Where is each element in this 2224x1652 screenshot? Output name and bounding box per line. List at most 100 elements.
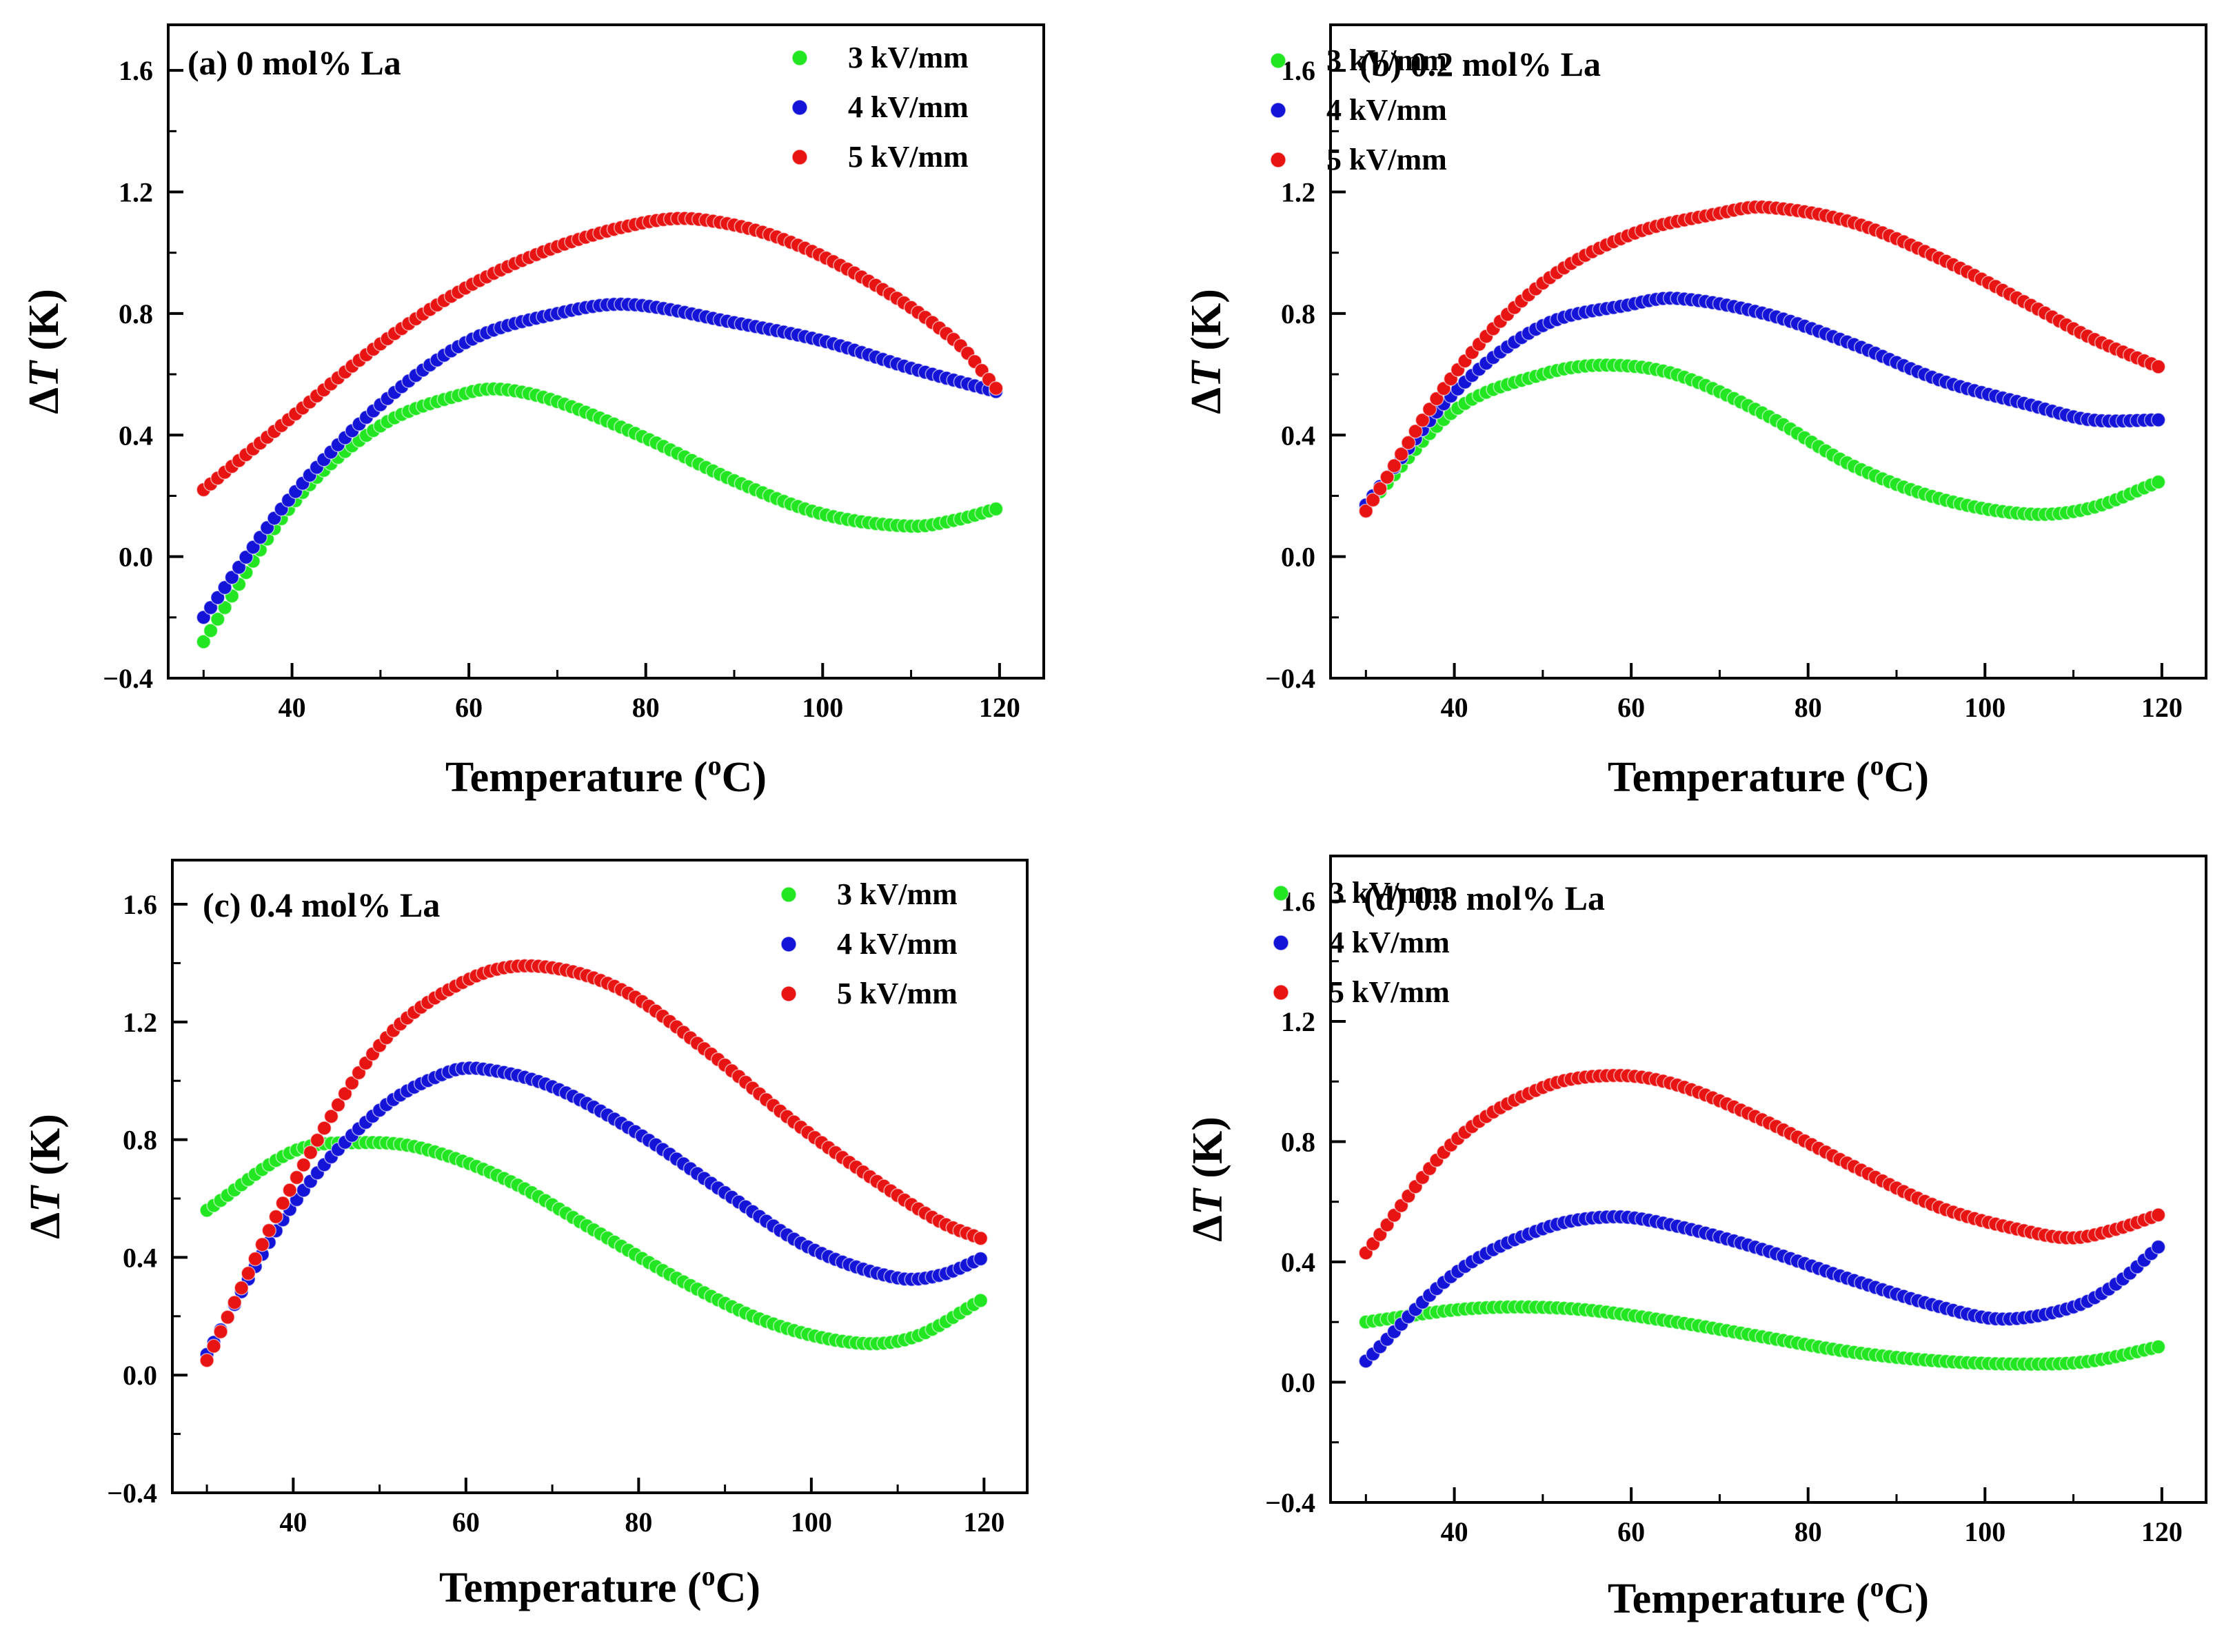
data-point <box>1365 492 1381 508</box>
data-point <box>254 1237 270 1252</box>
x-axis-title: Temperature (oC) <box>445 750 767 801</box>
plot-frame <box>1329 855 2207 1504</box>
data-point <box>282 1183 298 1198</box>
legend-marker <box>1273 885 1289 901</box>
data-point <box>227 1295 243 1310</box>
legend-label: 4 kV/mm <box>1329 926 1450 959</box>
panel-title: (d) 0.8 mol% La <box>1364 879 1605 917</box>
plot-frame <box>171 859 1029 1494</box>
legend-label: 4 kV/mm <box>837 927 958 961</box>
data-point <box>275 1196 291 1211</box>
data-point <box>316 1121 332 1136</box>
data-point <box>1393 447 1409 462</box>
y-tick-label: 0.8 <box>1281 1126 1315 1157</box>
y-tick-label: 1.6 <box>1281 55 1315 86</box>
data-point <box>217 580 232 595</box>
y-tick-label: −0.4 <box>103 663 153 694</box>
data-point <box>206 1338 221 1354</box>
data-point <box>1422 401 1437 417</box>
y-tick-label: 0.4 <box>1281 1247 1315 1278</box>
x-tick-label: 40 <box>279 692 306 723</box>
legend-marker <box>1270 102 1286 119</box>
legend-label: 3 kV/mm <box>1326 43 1447 77</box>
data-point <box>1373 481 1388 496</box>
data-point <box>220 1309 236 1325</box>
data-point <box>234 1280 250 1296</box>
legend-marker <box>1270 52 1286 69</box>
data-point <box>210 590 225 605</box>
series-4-kv-mm <box>196 296 1004 625</box>
y-tick-label: 1.2 <box>1281 177 1315 208</box>
x-tick-label: 120 <box>2141 692 2183 723</box>
data-point <box>1401 435 1416 451</box>
panel-title: (c) 0.4 mol% La <box>203 886 440 924</box>
x-tick-label: 80 <box>625 1507 652 1538</box>
data-point <box>239 549 254 565</box>
data-point <box>973 1251 989 1267</box>
x-tick-label: 60 <box>1617 1516 1645 1547</box>
x-tick-label: 60 <box>452 1507 480 1538</box>
legend-label: 5 kV/mm <box>848 140 969 174</box>
y-axis-title: ΔT (K) <box>1184 1116 1231 1242</box>
series-5-kv-mm <box>1358 1068 2166 1261</box>
legend-marker <box>780 936 797 952</box>
data-point <box>337 1086 353 1101</box>
legend-label: 5 kV/mm <box>1329 975 1450 1009</box>
y-tick-label: 0.0 <box>1281 542 1315 573</box>
data-point <box>2150 359 2166 374</box>
y-axis-title: ΔT (K) <box>21 289 68 414</box>
data-point <box>988 501 1004 517</box>
legend-marker <box>1273 935 1289 951</box>
data-point <box>973 1231 989 1246</box>
data-point <box>2150 1207 2166 1223</box>
series-5-kv-mm <box>1358 199 2166 519</box>
data-point <box>247 1251 263 1267</box>
x-tick-label: 100 <box>802 692 843 723</box>
y-tick-label: 1.2 <box>119 177 153 208</box>
series-3-kv-mm <box>1358 1299 2166 1372</box>
chart-panel-b: −0.4 0.0 0.4 0.8 1.2 1.6 40 60 80 100 120 Temperatu… <box>1183 23 2207 801</box>
x-tick-label: 100 <box>1964 692 2005 723</box>
x-tick-label: 80 <box>1795 692 1822 723</box>
data-point <box>2150 412 2166 428</box>
panel-title: (a) 0 mol% La <box>188 43 401 82</box>
data-point <box>303 1145 319 1161</box>
series-3-kv-mm <box>196 381 1004 649</box>
data-point <box>210 611 225 627</box>
data-point <box>199 1353 214 1368</box>
data-point <box>330 1097 346 1112</box>
data-point <box>2150 1339 2166 1354</box>
chart-panel-a: −0.4 0.0 0.4 0.8 1.2 1.6 40 60 80 100 120 Temperatu… <box>21 23 1045 801</box>
x-tick-label: 120 <box>2141 1516 2183 1547</box>
series-4-kv-mm <box>199 1060 989 1363</box>
series-4-kv-mm <box>1358 1209 2166 1369</box>
x-tick-label: 120 <box>979 692 1020 723</box>
data-point <box>203 623 219 638</box>
data-point <box>203 600 219 615</box>
data-point <box>1415 412 1431 428</box>
chart-panel-d: −0.40.00.40.81.21.640 60 80 100 120Temperatu… <box>1184 855 2207 1622</box>
legend-label: 4 kV/mm <box>848 90 969 124</box>
y-tick-label: 1.6 <box>123 889 157 920</box>
legend-marker <box>1273 984 1289 1001</box>
data-point <box>310 1132 325 1148</box>
x-tick-label: 40 <box>279 1507 307 1538</box>
x-tick-label: 60 <box>455 692 483 723</box>
data-point <box>973 1293 989 1308</box>
x-axis-title: Temperature (oC) <box>1608 750 1929 801</box>
legend-marker <box>1270 152 1286 168</box>
y-tick-label: 1.2 <box>1281 1006 1315 1037</box>
data-point <box>261 1223 277 1238</box>
y-tick-label: 0.8 <box>1281 298 1315 329</box>
legend-marker <box>791 149 808 165</box>
y-tick-label: 0.4 <box>123 1242 157 1273</box>
data-point <box>323 1109 339 1124</box>
data-point <box>1386 458 1402 473</box>
data-point <box>231 560 247 575</box>
x-axis-title: Temperature (oC) <box>1608 1571 1929 1622</box>
panel-title: (b) 0.2 mol% La <box>1359 45 1601 83</box>
legend-label: 3 kV/mm <box>1329 876 1450 910</box>
x-tick-label: 60 <box>1617 692 1645 723</box>
plot-frame <box>167 23 1045 680</box>
